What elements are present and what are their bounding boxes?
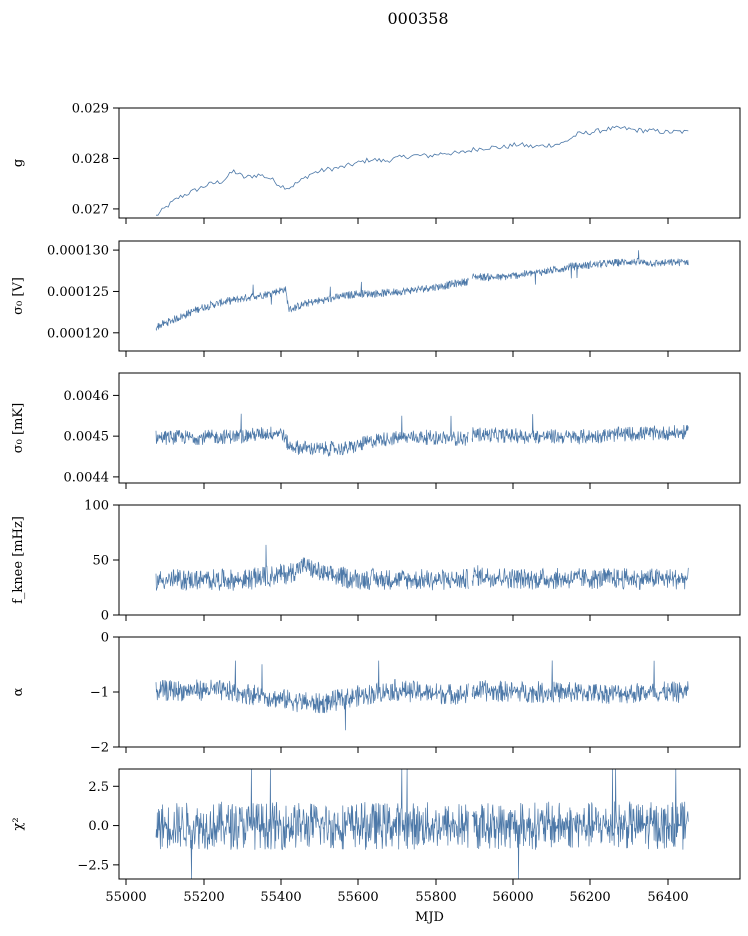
y-tick-label: 0.029 — [72, 102, 109, 117]
series-line-segment-1 — [155, 660, 469, 731]
axes-frame — [118, 504, 741, 616]
y-tick-label: 0 — [101, 609, 109, 624]
y-tick-label: 0.000125 — [47, 285, 109, 300]
series-line-segment-2 — [471, 768, 689, 880]
y-tick-label: 50 — [92, 554, 109, 569]
figure-title: 000358 — [387, 9, 448, 28]
axes-frame — [118, 240, 741, 352]
series-line-segment-2 — [471, 414, 689, 445]
y-axis-label: σ₀ [V] — [11, 277, 26, 315]
y-tick-label: 2.5 — [88, 780, 109, 795]
y-tick-label: 0.000120 — [47, 326, 109, 341]
axes-frame — [118, 372, 741, 484]
y-axis-label: f_knee [mHz] — [11, 516, 26, 604]
y-tick-label: 0.0 — [88, 819, 109, 834]
y-tick-label: 0.028 — [72, 152, 109, 167]
y-tick-label: 100 — [84, 499, 109, 514]
x-tick-label: 55400 — [260, 890, 301, 905]
panel-3: 0.0046 0.0045 0.0044 σ₀ [mK] — [11, 372, 741, 489]
panel-5: 0 −1 −2 α — [11, 631, 741, 756]
y-tick-label: 0.027 — [72, 202, 109, 217]
x-axis-label: MJD — [415, 910, 444, 925]
series-line — [156, 125, 689, 216]
y-tick-label: −2.5 — [77, 858, 109, 873]
series-line-segment-1 — [155, 277, 469, 332]
x-tick-label: 56200 — [569, 890, 610, 905]
axes-frame — [118, 107, 741, 219]
y-axis-label: σ₀ [mK] — [11, 403, 26, 453]
y-tick-label: 0.0045 — [64, 430, 110, 445]
axes-frame — [118, 768, 741, 880]
y-tick-label: −1 — [90, 686, 109, 701]
y-axis-label: g — [11, 159, 26, 167]
series-line-segment-2 — [471, 250, 689, 285]
series-line-segment-1 — [155, 413, 469, 457]
y-tick-label: −2 — [90, 741, 109, 756]
y-axis-label: χ² — [11, 817, 26, 830]
series-line-segment-2 — [471, 565, 689, 590]
x-tick-label: 56000 — [492, 890, 533, 905]
y-tick-label: 0.0046 — [64, 389, 110, 404]
y-tick-label: 0 — [101, 631, 109, 646]
x-tick-label: 55800 — [415, 890, 456, 905]
x-tick-label: 55600 — [337, 890, 378, 905]
series-line-segment-1 — [155, 544, 469, 592]
panel-6: 2.5 0.0 −2.5 55000 55200 55400 55600 55800 56000… — [11, 768, 741, 925]
x-tick-label: 55000 — [105, 890, 146, 905]
x-tick-label: 55200 — [183, 890, 224, 905]
y-tick-label: 0.000130 — [47, 244, 109, 259]
y-tick-label: 0.0044 — [64, 470, 110, 485]
x-tick-label: 56400 — [647, 890, 688, 905]
panels: 0.029 0.028 0.027 g 0.000130 0.000125 0.000120… — [11, 102, 741, 925]
panel-2: 0.000130 0.000125 0.000120 σ₀ [V] — [11, 240, 741, 357]
series-line-segment-1 — [155, 768, 469, 880]
panel-1: 0.029 0.028 0.027 g — [11, 102, 741, 224]
series-line-segment-2 — [471, 660, 689, 704]
panel-4: 100 50 0 f_knee [mHz] — [11, 499, 741, 624]
y-axis-label: α — [11, 687, 26, 696]
